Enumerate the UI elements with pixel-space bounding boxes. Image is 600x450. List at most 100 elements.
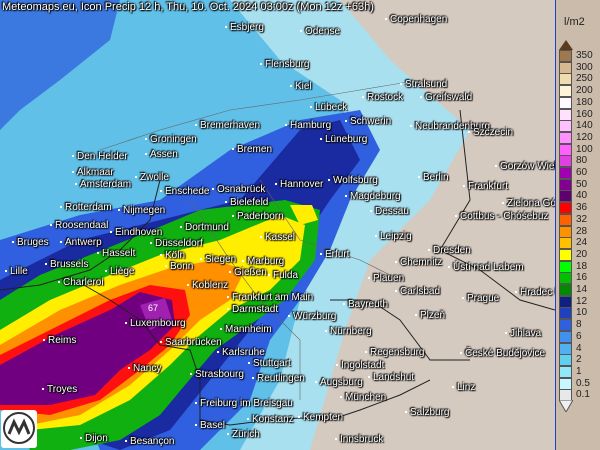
city-dot: [72, 155, 74, 158]
legend-swatch: [559, 85, 572, 98]
city-name: Siegen: [205, 254, 237, 265]
city-label: Frankfurt: [463, 182, 508, 192]
legend-value: 100: [576, 143, 593, 155]
city-name: Salzburg: [410, 407, 450, 418]
city-label: Landshut: [368, 373, 414, 383]
city-dot: [200, 258, 202, 261]
city-name: Koblenz: [192, 280, 229, 291]
city-dot: [128, 367, 130, 370]
city-name: Zielona Góra: [507, 198, 555, 209]
legend-swatch: [559, 248, 572, 261]
precipitation-map[interactable]: Meteomaps.eu, Icon Precip 12 h, Thu, 10.…: [0, 0, 555, 450]
city-name: Enschede: [165, 186, 210, 197]
city-label: München: [340, 393, 386, 403]
city-label: Cottbus - Chóśebuz: [455, 212, 548, 222]
city-name: München: [345, 392, 387, 403]
city-name: Marburg: [247, 256, 285, 267]
city-name: České Budějovice: [465, 348, 546, 359]
city-dot: [268, 274, 270, 277]
legend-swatch: [559, 96, 572, 109]
legend-swatch: [559, 307, 572, 320]
city-label: Gorzów Wielkopolski: [495, 162, 555, 172]
city-label: Zürich: [227, 430, 260, 440]
legend-swatch: [559, 284, 572, 296]
city-dot: [310, 106, 312, 109]
city-name: Kassel: [265, 232, 296, 243]
city-label: Reims: [43, 336, 76, 346]
city-label: Saarbrücken: [160, 338, 222, 348]
city-label: Lüneburg: [320, 135, 367, 145]
city-dot: [165, 265, 167, 268]
city-label: Hradec Králové: [515, 288, 555, 298]
legend-swatch: [559, 50, 572, 62]
city-name: Troyes: [47, 384, 78, 395]
city-label: Karlsruhe: [217, 348, 265, 358]
city-label: Bremerhaven: [195, 121, 260, 131]
legend-value: 24: [576, 237, 588, 249]
city-label: Eindhoven: [110, 228, 162, 238]
legend-value: 18: [576, 260, 588, 272]
city-dot: [410, 125, 412, 128]
city-dot: [110, 231, 112, 234]
legend-swatch: [559, 143, 572, 156]
city-label: Würzburg: [288, 312, 336, 322]
legend-swatch: [559, 190, 572, 203]
legend-value: 250: [576, 73, 593, 85]
city-label: Groningen: [145, 135, 197, 145]
legend-value: 0.1: [576, 389, 590, 401]
city-dot: [232, 215, 234, 218]
city-label: Chemnitz: [395, 258, 442, 268]
city-dot: [225, 201, 227, 204]
legend-value: 4: [576, 342, 582, 354]
city-label: Dortmund: [180, 223, 229, 233]
city-name: Lüneburg: [325, 134, 368, 145]
city-dot: [135, 176, 137, 179]
city-label: Luxembourg: [125, 319, 186, 329]
city-dot: [505, 332, 507, 335]
city-name: Ústí nad Labem: [453, 262, 524, 273]
city-dot: [60, 206, 62, 209]
city-label: Copenhagen: [385, 15, 447, 25]
legend-swatch: [559, 213, 572, 226]
city-label: Paderborn: [232, 212, 284, 222]
legend-value: 200: [576, 85, 593, 97]
city-label: Roosendaal: [50, 221, 108, 231]
city-name: Stuttgart: [253, 358, 291, 369]
city-name: Reutlingen: [257, 373, 305, 384]
city-dot: [400, 83, 402, 86]
city-dot: [335, 438, 337, 441]
city-label: Neubrandenburg: [410, 122, 490, 132]
city-dot: [370, 210, 372, 213]
city-label: Dessau: [370, 207, 409, 217]
city-label: Brussels: [45, 260, 88, 270]
city-dot: [420, 96, 422, 99]
city-dot: [395, 290, 397, 293]
city-label: Osnabrück: [212, 185, 265, 195]
city-dot: [340, 396, 342, 399]
legend-swatch: [559, 295, 572, 308]
city-dot: [448, 266, 450, 269]
city-label: Hamburg: [285, 121, 331, 131]
city-dot: [320, 138, 322, 141]
city-name: Schwerin: [350, 116, 392, 127]
legend-swatch: [559, 167, 572, 179]
city-label: Zielona Góra: [502, 199, 555, 209]
city-label: Kassel: [260, 233, 295, 243]
city-label: Troyes: [42, 385, 77, 395]
city-label: Hasselt: [97, 249, 135, 259]
city-name: Gorzów Wielkopolski: [500, 161, 555, 172]
city-name: Ingolstadt: [341, 360, 385, 371]
city-name: Frankfurt am Main: [232, 292, 314, 303]
legend-swatch: [559, 272, 572, 285]
city-name: Prague: [467, 293, 500, 304]
city-name: Düsseldorf: [155, 238, 203, 249]
city-name: Hradec Králové: [520, 287, 555, 298]
city-dot: [225, 26, 227, 29]
city-name: Nijmegen: [123, 205, 166, 216]
city-label: Berlin: [418, 173, 449, 183]
city-label: Düsseldorf: [150, 239, 203, 249]
city-dot: [336, 364, 338, 367]
city-dot: [455, 215, 457, 218]
legend-swatch: [559, 120, 572, 133]
city-name: Carlsbad: [400, 286, 441, 297]
